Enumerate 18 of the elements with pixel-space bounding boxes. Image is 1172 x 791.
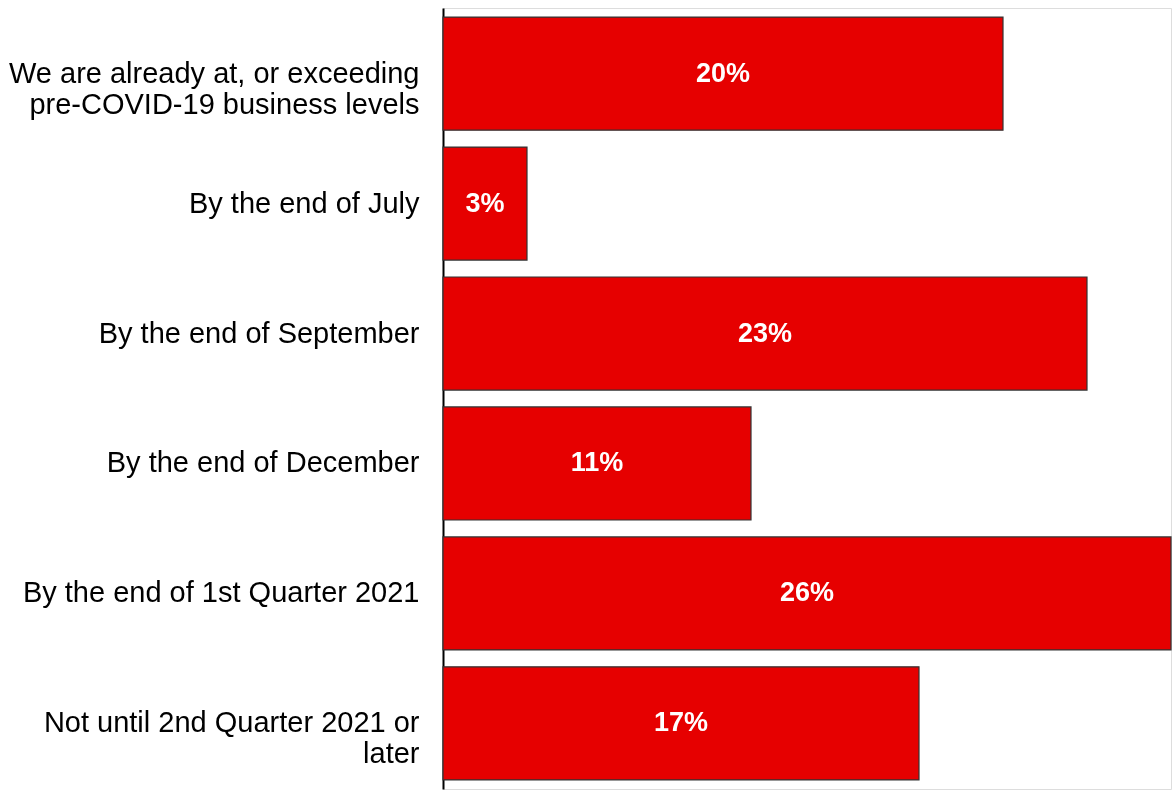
data-label: 26% [779, 577, 835, 608]
y-tick-label: By the end of 1st Quarter 2021 [22, 576, 420, 609]
y-tick-label: Not until 2nd Quarter 2021 or later [43, 706, 420, 770]
y-tick-label: By the end of September [98, 316, 420, 349]
y-tick-label: By the end of December [106, 446, 420, 479]
data-label: 17% [653, 707, 709, 738]
data-label: 20% [695, 57, 751, 88]
bar [442, 536, 1172, 651]
bar [442, 16, 1004, 131]
bar [442, 666, 920, 781]
data-label: 11% [570, 447, 624, 478]
data-label: 23% [737, 317, 793, 348]
bar [442, 276, 1088, 391]
data-label: 3% [465, 187, 505, 218]
y-tick-label: We are already at, or exceeding pre-COVID-19 business levels [8, 56, 420, 120]
bar [442, 406, 752, 521]
bar [442, 146, 528, 261]
y-tick-label: By the end of July [188, 186, 420, 219]
